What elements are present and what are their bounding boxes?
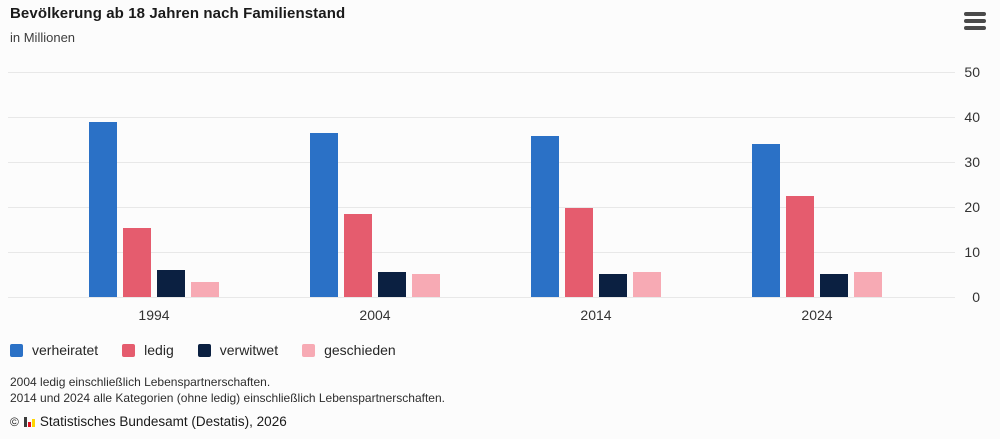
- gridline-40: [8, 117, 955, 118]
- source-text: Statistisches Bundesamt (Destatis), 2026: [39, 414, 287, 429]
- legend-swatch-ledig: [122, 343, 136, 357]
- gridline-30: [8, 162, 955, 163]
- footnote-line: 2014 und 2024 alle Kategorien (ohne ledi…: [10, 391, 445, 405]
- legend-label-verheiratet: verheiratet: [32, 342, 99, 358]
- legend-item-geschieden[interactable]: geschieden: [302, 342, 396, 358]
- legend-swatch-verwitwet: [197, 343, 211, 357]
- gridline-20: [8, 207, 955, 208]
- bar-ledig-2014[interactable]: [565, 208, 593, 297]
- legend-label-ledig: ledig: [144, 342, 174, 358]
- gridline-50: [8, 72, 955, 73]
- bar-verheiratet-2004[interactable]: [310, 133, 338, 297]
- destatis-logo-icon: [23, 416, 35, 427]
- footnote-line: 2004 ledig einschließlich Lebenspartners…: [10, 375, 271, 389]
- bar-geschieden-2024[interactable]: [854, 272, 882, 297]
- bar-geschieden-1994[interactable]: [191, 282, 219, 297]
- chart-subtitle: in Millionen: [10, 30, 76, 45]
- y-tick-label-20: 20: [964, 199, 980, 215]
- bar-ledig-1994[interactable]: [123, 228, 151, 297]
- y-tick-label-40: 40: [964, 109, 980, 125]
- x-category-label-2014: 2014: [580, 307, 612, 323]
- bar-geschieden-2004[interactable]: [412, 274, 440, 297]
- bar-verwitwet-1994[interactable]: [157, 270, 185, 297]
- gridline-0: [8, 297, 955, 298]
- y-tick-label-50: 50: [964, 64, 980, 80]
- legend-swatch-verheiratet: [10, 343, 23, 357]
- bar-geschieden-2014[interactable]: [633, 272, 661, 297]
- legend-item-ledig[interactable]: ledig: [122, 342, 174, 358]
- menu-bar: [964, 12, 986, 16]
- menu-bar: [964, 19, 986, 23]
- legend-label-geschieden: geschieden: [324, 342, 396, 358]
- bar-verheiratet-1994[interactable]: [89, 122, 117, 297]
- bar-verheiratet-2014[interactable]: [531, 136, 559, 297]
- source-line: © Statistisches Bundesamt (Destatis), 20…: [10, 414, 287, 429]
- bar-verheiratet-2024[interactable]: [752, 144, 780, 297]
- bar-verwitwet-2014[interactable]: [599, 274, 627, 297]
- bar-ledig-2004[interactable]: [344, 214, 372, 297]
- copyright-symbol: ©: [10, 414, 19, 429]
- chart-footnotes: 2004 ledig einschließlich Lebenspartners…: [10, 374, 445, 406]
- chart-legend: verheiratet ledig verwitwet geschieden: [10, 342, 396, 358]
- y-tick-label-0: 0: [972, 289, 980, 305]
- legend-label-verwitwet: verwitwet: [219, 342, 279, 358]
- y-tick-label-10: 10: [964, 244, 980, 260]
- x-category-label-2004: 2004: [359, 307, 391, 323]
- x-category-label-1994: 1994: [138, 307, 170, 323]
- legend-item-verheiratet[interactable]: verheiratet: [10, 342, 98, 358]
- y-tick-label-30: 30: [964, 154, 980, 170]
- legend-item-verwitwet[interactable]: verwitwet: [197, 342, 279, 358]
- chart-title: Bevölkerung ab 18 Jahren nach Familienst…: [10, 5, 346, 22]
- x-category-label-2024: 2024: [801, 307, 833, 323]
- bar-ledig-2024[interactable]: [786, 196, 814, 297]
- gridline-10: [8, 252, 955, 253]
- bar-verwitwet-2004[interactable]: [378, 272, 406, 297]
- legend-swatch-geschieden: [302, 343, 316, 357]
- hamburger-menu-icon[interactable]: [964, 9, 988, 33]
- bar-verwitwet-2024[interactable]: [820, 274, 848, 297]
- menu-bar: [964, 26, 986, 30]
